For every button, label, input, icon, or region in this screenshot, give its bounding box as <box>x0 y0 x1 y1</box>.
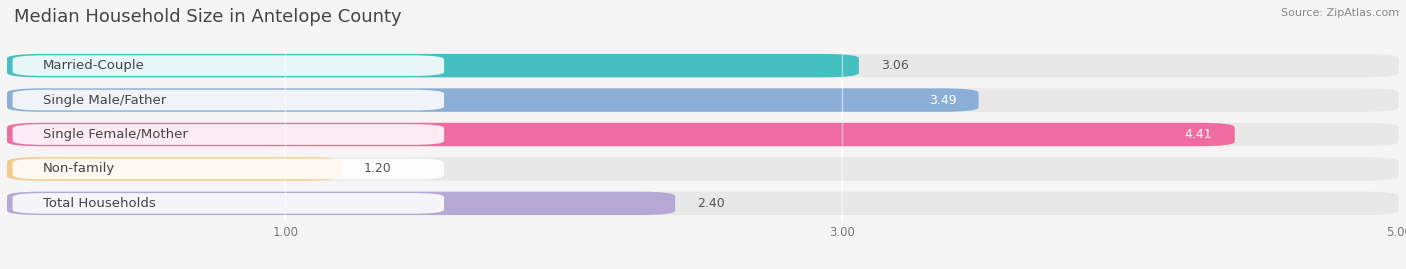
Text: 3.06: 3.06 <box>882 59 908 72</box>
FancyBboxPatch shape <box>13 159 444 179</box>
Text: Non-family: Non-family <box>44 162 115 175</box>
FancyBboxPatch shape <box>7 157 342 181</box>
FancyBboxPatch shape <box>13 55 444 76</box>
Text: 4.41: 4.41 <box>1185 128 1212 141</box>
FancyBboxPatch shape <box>7 123 1399 146</box>
FancyBboxPatch shape <box>7 88 1399 112</box>
FancyBboxPatch shape <box>7 157 1399 181</box>
FancyBboxPatch shape <box>7 88 979 112</box>
Text: Median Household Size in Antelope County: Median Household Size in Antelope County <box>14 8 402 26</box>
FancyBboxPatch shape <box>13 193 444 214</box>
FancyBboxPatch shape <box>7 192 675 215</box>
Text: Total Households: Total Households <box>44 197 156 210</box>
Text: 3.49: 3.49 <box>929 94 956 107</box>
Text: Single Female/Mother: Single Female/Mother <box>44 128 188 141</box>
FancyBboxPatch shape <box>13 124 444 145</box>
FancyBboxPatch shape <box>7 54 859 77</box>
FancyBboxPatch shape <box>7 123 1234 146</box>
Text: 2.40: 2.40 <box>697 197 725 210</box>
Text: 1.20: 1.20 <box>363 162 391 175</box>
FancyBboxPatch shape <box>7 192 1399 215</box>
Text: Married-Couple: Married-Couple <box>44 59 145 72</box>
Text: Source: ZipAtlas.com: Source: ZipAtlas.com <box>1281 8 1399 18</box>
FancyBboxPatch shape <box>13 90 444 110</box>
Text: Single Male/Father: Single Male/Father <box>44 94 166 107</box>
FancyBboxPatch shape <box>7 54 1399 77</box>
